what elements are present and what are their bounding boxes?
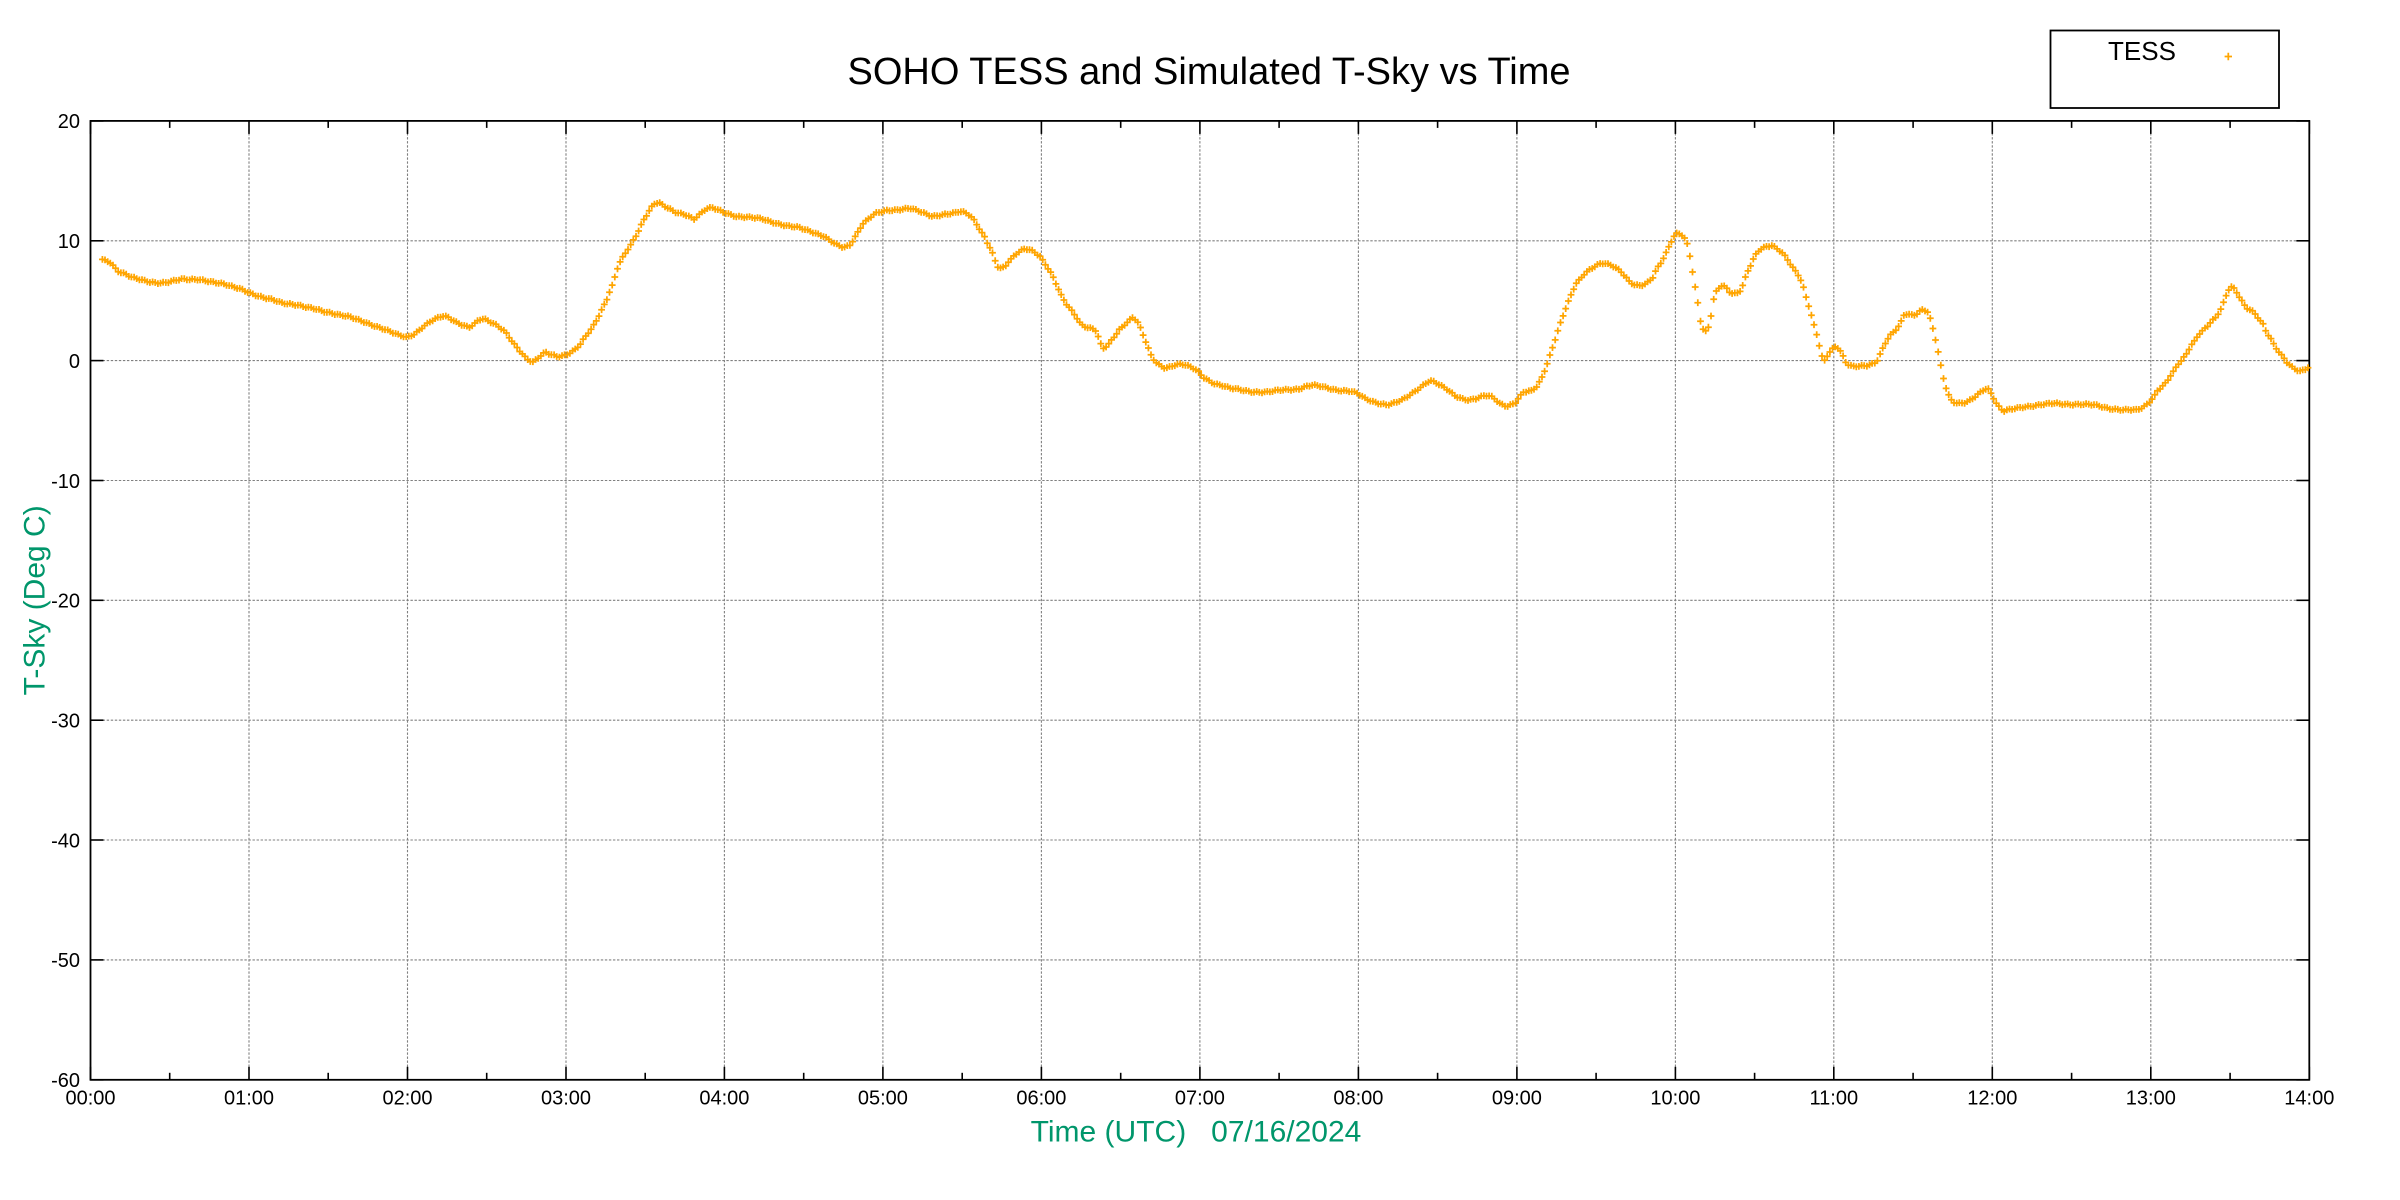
svg-text:03:00: 03:00 bbox=[541, 1087, 591, 1109]
svg-text:20: 20 bbox=[58, 111, 80, 133]
svg-text:09:00: 09:00 bbox=[1492, 1087, 1542, 1109]
svg-text:13:00: 13:00 bbox=[2126, 1087, 2176, 1109]
svg-text:-10: -10 bbox=[51, 471, 80, 493]
svg-text:07:00: 07:00 bbox=[1175, 1087, 1225, 1109]
svg-text:10: 10 bbox=[58, 231, 80, 253]
svg-text:11:00: 11:00 bbox=[1810, 1087, 1859, 1109]
svg-text:14:00: 14:00 bbox=[2284, 1087, 2334, 1109]
svg-text:-60: -60 bbox=[51, 1070, 80, 1092]
svg-text:08:00: 08:00 bbox=[1333, 1087, 1383, 1109]
svg-text:-50: -50 bbox=[51, 950, 80, 972]
svg-text:05:00: 05:00 bbox=[858, 1087, 908, 1109]
svg-text:-30: -30 bbox=[51, 711, 80, 733]
svg-text:00:00: 00:00 bbox=[65, 1087, 115, 1109]
svg-text:02:00: 02:00 bbox=[382, 1087, 432, 1109]
svg-text:01:00: 01:00 bbox=[224, 1087, 274, 1109]
svg-text:T-Sky (Deg C): T-Sky (Deg C) bbox=[19, 505, 52, 695]
svg-text:10:00: 10:00 bbox=[1650, 1087, 1700, 1109]
svg-text:Time (UTC) 07/16/2024: Time (UTC) 07/16/2024 bbox=[1031, 1116, 1362, 1149]
svg-text:06:00: 06:00 bbox=[1016, 1087, 1066, 1109]
svg-text:04:00: 04:00 bbox=[699, 1087, 749, 1109]
svg-text:0: 0 bbox=[69, 351, 80, 373]
svg-text:-20: -20 bbox=[51, 591, 80, 613]
svg-text:12:00: 12:00 bbox=[1967, 1087, 2017, 1109]
svg-text:-40: -40 bbox=[51, 830, 80, 852]
svg-text:SOHO TESS and Simulated T-Sky: SOHO TESS and Simulated T-Sky vs Time bbox=[848, 51, 1571, 93]
svg-text:TESS: TESS bbox=[2108, 36, 2176, 66]
